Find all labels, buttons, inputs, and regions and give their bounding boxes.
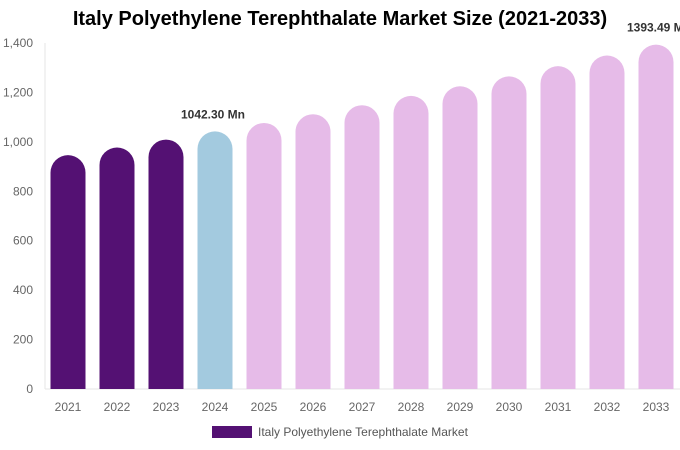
x-tick-label: 2031	[545, 400, 572, 414]
x-tick-label: 2033	[643, 400, 670, 414]
x-tick-label: 2028	[398, 400, 425, 414]
y-tick-label: 600	[13, 234, 33, 248]
y-tick-label: 400	[13, 283, 33, 297]
bar-2025	[246, 122, 282, 389]
legend-swatch	[212, 426, 252, 438]
x-tick-label: 2032	[594, 400, 621, 414]
x-tick-label: 2029	[447, 400, 474, 414]
x-tick-label: 2025	[251, 400, 278, 414]
y-tick-label: 1,400	[3, 36, 33, 50]
x-tick-label: 2024	[202, 400, 229, 414]
x-tick-label: 2023	[153, 400, 180, 414]
bar-2024	[197, 131, 233, 389]
bar-2022	[99, 147, 135, 389]
legend: Italy Polyethylene Terephthalate Market	[212, 425, 468, 439]
bar-2023	[148, 139, 184, 389]
y-tick-label: 1,000	[3, 135, 33, 149]
bar-2032	[589, 55, 625, 389]
x-tick-label: 2027	[349, 400, 376, 414]
bar-2030	[491, 76, 527, 389]
data-label: 1393.49 Mn	[627, 21, 680, 35]
y-tick-label: 200	[13, 333, 33, 347]
x-tick-label: 2021	[55, 400, 82, 414]
y-tick-label: 800	[13, 184, 33, 198]
bar-2028	[393, 95, 429, 390]
bar-2026	[295, 114, 331, 390]
x-tick-label: 2030	[496, 400, 523, 414]
x-tick-label: 2022	[104, 400, 131, 414]
legend-label: Italy Polyethylene Terephthalate Market	[258, 425, 468, 439]
bar-2033	[638, 44, 674, 390]
y-tick-label: 0	[26, 382, 33, 396]
bar-2029	[442, 86, 478, 389]
chart-title: Italy Polyethylene Terephthalate Market …	[72, 8, 608, 30]
x-tick-label: 2026	[300, 400, 327, 414]
y-tick-label: 1,200	[3, 85, 33, 99]
bar-2021	[50, 155, 86, 389]
data-label: 1042.30 Mn	[181, 107, 245, 121]
bar-2031	[540, 66, 576, 390]
bar-2027	[344, 105, 380, 389]
